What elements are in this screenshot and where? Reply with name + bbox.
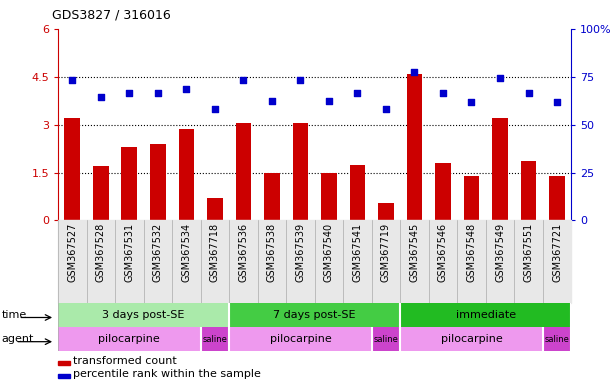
Bar [115,220,144,303]
Point [353,89,362,96]
Text: GSM367528: GSM367528 [96,223,106,282]
Point [125,89,134,96]
Point [552,99,562,105]
Bar [229,303,400,327]
Text: agent: agent [2,334,34,344]
Bar [172,220,200,303]
Bar [293,123,309,220]
Point [96,94,106,101]
Point [153,89,163,96]
Point [524,89,533,96]
Text: GSM367536: GSM367536 [238,223,249,282]
Text: pilocarpine: pilocarpine [98,334,160,344]
Text: GSM367531: GSM367531 [124,223,134,282]
Bar [236,123,251,220]
Point [296,77,306,83]
Bar [58,220,87,303]
Text: percentile rank within the sample: percentile rank within the sample [73,369,262,379]
Text: saline: saline [544,335,569,344]
Text: GSM367545: GSM367545 [409,223,420,282]
Bar [264,172,280,220]
Bar [200,220,229,303]
Bar [486,220,514,303]
Text: GSM367551: GSM367551 [524,223,533,282]
Point [67,77,77,83]
Point [409,69,419,75]
Bar [429,220,457,303]
Bar [543,327,571,351]
Text: GSM367541: GSM367541 [353,223,362,282]
Bar [492,118,508,220]
Point [495,75,505,81]
Bar [514,220,543,303]
Bar [400,303,571,327]
Bar [371,220,400,303]
Point [467,99,477,105]
Text: GSM367721: GSM367721 [552,223,562,282]
Bar [400,327,543,351]
Point [438,89,448,96]
Text: saline: saline [202,335,227,344]
Bar [58,327,200,351]
Point [181,86,191,93]
Bar [58,303,229,327]
Text: GDS3827 / 316016: GDS3827 / 316016 [52,8,170,21]
Text: GSM367718: GSM367718 [210,223,220,282]
Point [381,106,391,112]
Bar [58,374,70,378]
Text: 7 days post-SE: 7 days post-SE [273,310,356,320]
Bar [321,172,337,220]
Bar [349,164,365,220]
Text: GSM367534: GSM367534 [181,223,191,282]
Text: GSM367539: GSM367539 [295,223,306,282]
Bar [378,203,394,220]
Bar [464,176,480,220]
Text: GSM367549: GSM367549 [495,223,505,282]
Point [324,98,334,104]
Bar [549,176,565,220]
Bar [207,198,223,220]
Text: GSM367538: GSM367538 [267,223,277,282]
Bar [229,327,371,351]
Text: transformed count: transformed count [73,356,177,366]
Bar [178,129,194,220]
Text: time: time [2,310,27,320]
Text: immediate: immediate [456,310,516,320]
Text: GSM367540: GSM367540 [324,223,334,282]
Text: GSM367532: GSM367532 [153,223,163,282]
Bar [371,327,400,351]
Bar [343,220,371,303]
Text: GSM367719: GSM367719 [381,223,391,282]
Bar [200,327,229,351]
Bar [435,163,451,220]
Text: GSM367548: GSM367548 [466,223,477,282]
Bar [543,220,571,303]
Bar [144,220,172,303]
Text: GSM367546: GSM367546 [438,223,448,282]
Text: 3 days post-SE: 3 days post-SE [103,310,185,320]
Bar [65,118,80,220]
Text: GSM367527: GSM367527 [67,223,78,282]
Bar [521,161,536,220]
Bar [315,220,343,303]
Bar [58,361,70,365]
Bar [258,220,286,303]
Bar [400,220,429,303]
Point [238,77,248,83]
Bar [87,220,115,303]
Bar [150,144,166,220]
Bar [229,220,258,303]
Bar [457,220,486,303]
Bar [407,73,422,220]
Point [210,106,220,112]
Bar [286,220,315,303]
Text: pilocarpine: pilocarpine [441,334,502,344]
Bar [93,166,109,220]
Text: saline: saline [373,335,398,344]
Point [267,98,277,104]
Bar [122,147,137,220]
Text: pilocarpine: pilocarpine [269,334,331,344]
